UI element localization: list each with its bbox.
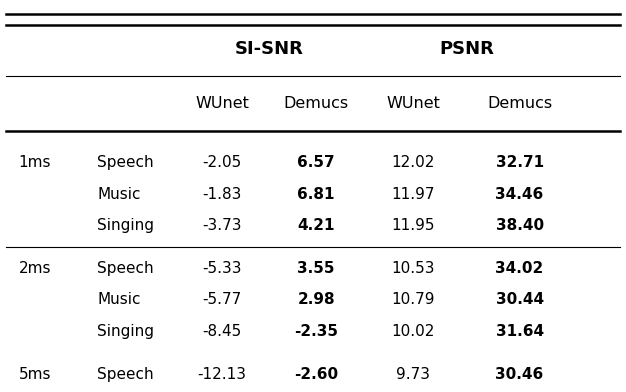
Text: WUnet: WUnet [386,96,440,111]
Text: Singing: Singing [97,218,154,233]
Text: -8.45: -8.45 [203,324,242,339]
Text: 11.95: 11.95 [391,218,435,233]
Text: 11.97: 11.97 [391,187,435,201]
Text: Music: Music [97,187,140,201]
Text: 10.53: 10.53 [391,261,435,276]
Text: Demucs: Demucs [487,96,552,111]
Text: -2.05: -2.05 [203,155,242,170]
Text: -12.13: -12.13 [198,367,247,382]
Text: 31.64: 31.64 [496,324,543,339]
Text: 6.57: 6.57 [297,155,335,170]
Text: WUnet: WUnet [195,96,249,111]
Text: 9.73: 9.73 [396,367,430,382]
Text: 32.71: 32.71 [496,155,543,170]
Text: 34.02: 34.02 [495,261,544,276]
Text: 30.44: 30.44 [496,292,543,307]
Text: SI-SNR: SI-SNR [235,40,304,58]
Text: Demucs: Demucs [284,96,349,111]
Text: 30.46: 30.46 [495,367,544,382]
Text: -3.73: -3.73 [202,218,242,233]
Text: -2.60: -2.60 [294,367,338,382]
Text: 1ms: 1ms [19,155,51,170]
Text: Speech: Speech [97,155,153,170]
Text: 10.79: 10.79 [391,292,435,307]
Text: 12.02: 12.02 [391,155,435,170]
Text: 3.55: 3.55 [297,261,335,276]
Text: Speech: Speech [97,367,153,382]
Text: 2ms: 2ms [19,261,51,276]
Text: -5.77: -5.77 [203,292,242,307]
Text: Music: Music [97,292,140,307]
Text: 10.02: 10.02 [391,324,435,339]
Text: PSNR: PSNR [439,40,494,58]
Text: -5.33: -5.33 [202,261,242,276]
Text: -2.35: -2.35 [294,324,338,339]
Text: Singing: Singing [97,324,154,339]
Text: -1.83: -1.83 [203,187,242,201]
Text: 38.40: 38.40 [496,218,543,233]
Text: 6.81: 6.81 [297,187,335,201]
Text: 34.46: 34.46 [495,187,544,201]
Text: Speech: Speech [97,261,153,276]
Text: 5ms: 5ms [19,367,51,382]
Text: 2.98: 2.98 [297,292,335,307]
Text: 4.21: 4.21 [297,218,335,233]
